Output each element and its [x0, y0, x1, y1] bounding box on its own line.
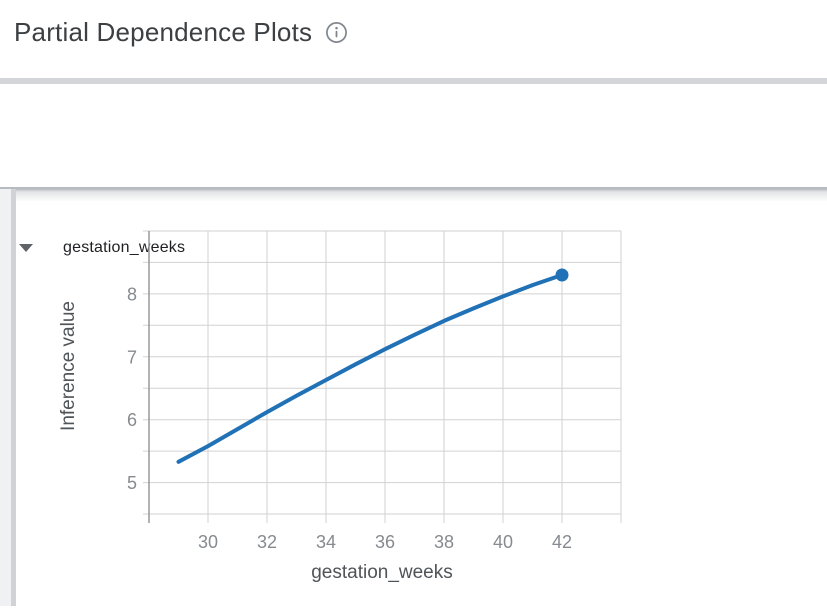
- y-axis-title: Inference value: [58, 301, 79, 431]
- x-axis-title: gestation_weeks: [311, 562, 453, 583]
- panel-header: Partial Dependence Plots: [14, 12, 348, 52]
- page-title: Partial Dependence Plots: [14, 16, 313, 47]
- y-tick-label: 5: [127, 473, 137, 493]
- side-rail-divider: [11, 189, 16, 606]
- y-tick-label: 7: [127, 347, 137, 367]
- x-tick-label: 38: [434, 532, 454, 552]
- y-tick-label: 8: [127, 284, 137, 304]
- feature-expander-row[interactable]: gestation_weeks: [0, 114, 827, 256]
- pdp-curve: [176, 273, 564, 464]
- chart-tick-labels: 30 32 34 36 38 40 42 5 6 7 8: [127, 284, 572, 552]
- header-divider: [0, 78, 827, 84]
- pdp-line-chart: 30 32 34 36 38 40 42 5 6 7 8 gestation_weeks Infer…: [58, 230, 622, 583]
- feature-name-label: gestation_weeks: [63, 239, 186, 256]
- pdp-chart-container: 30 32 34 36 38 40 42 5 6 7 8 gestation_weeks Infer…: [0, 190, 827, 606]
- x-tick-label: 42: [552, 532, 572, 552]
- caret-down-icon: [19, 244, 33, 252]
- x-tick-label: 30: [198, 532, 218, 552]
- x-tick-label: 40: [493, 532, 513, 552]
- x-tick-label: 34: [316, 532, 336, 552]
- y-tick-label: 6: [127, 410, 137, 430]
- side-rail: [0, 189, 11, 606]
- panel-top-shadow-divider: [0, 187, 827, 203]
- chart-gridlines: [143, 230, 622, 523]
- x-tick-label: 32: [257, 532, 277, 552]
- info-icon[interactable]: [325, 21, 348, 44]
- chart-series: [176, 268, 569, 464]
- endpoint-marker: [555, 268, 569, 282]
- x-tick-label: 36: [375, 532, 395, 552]
